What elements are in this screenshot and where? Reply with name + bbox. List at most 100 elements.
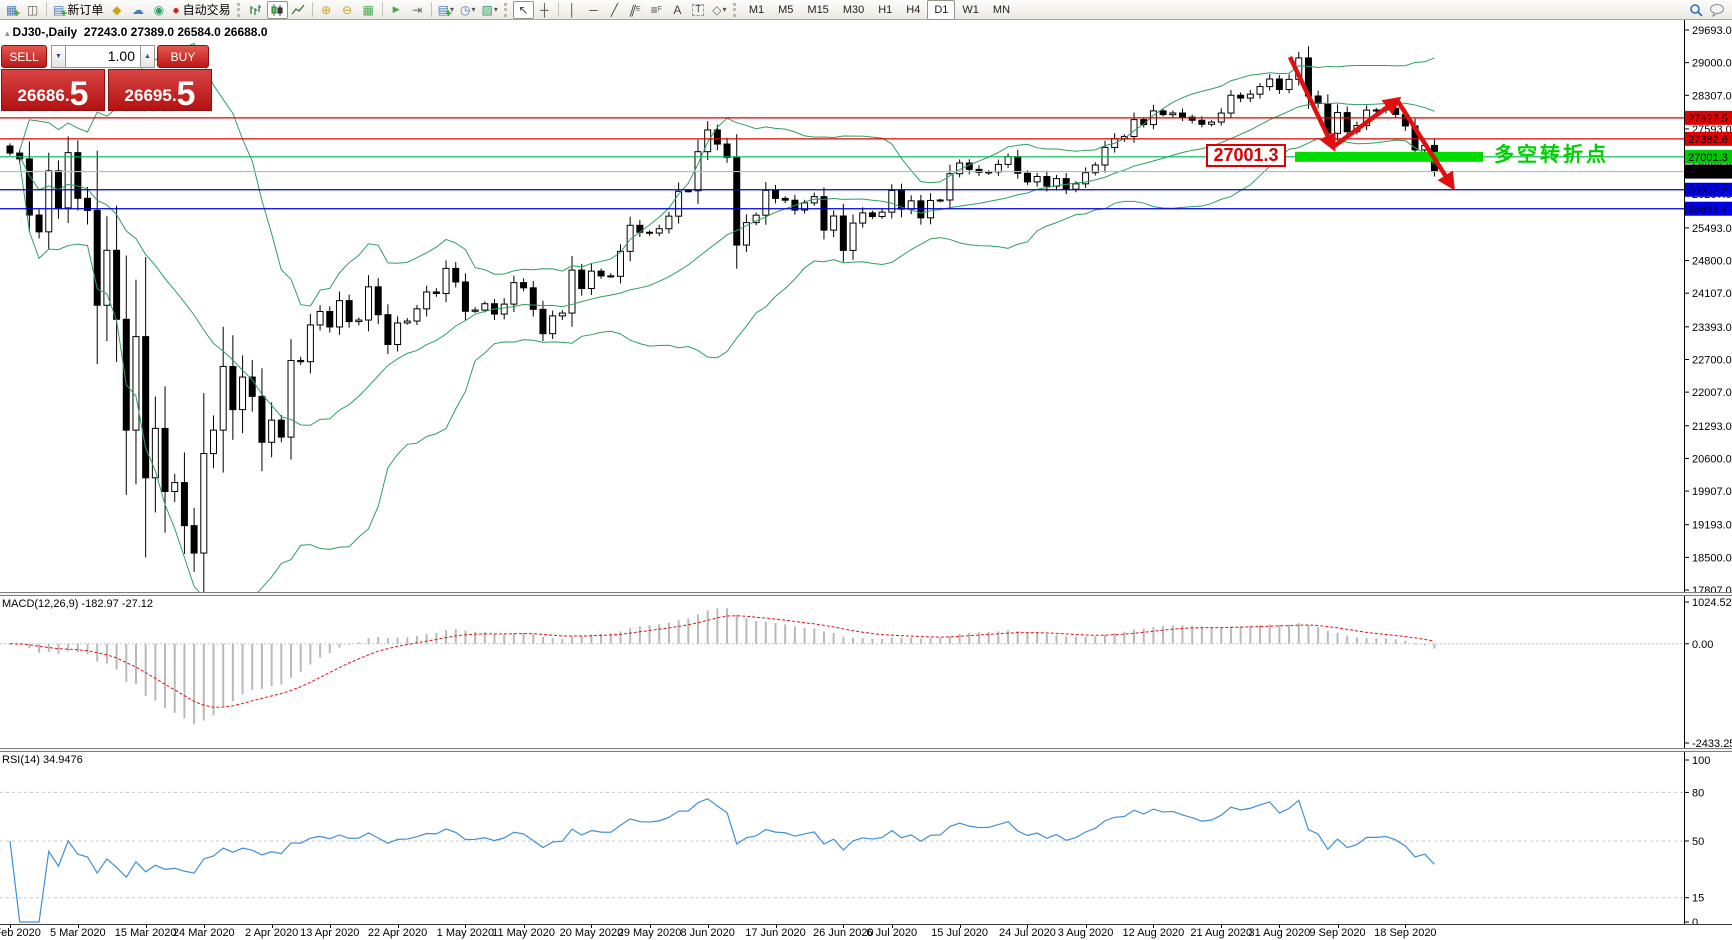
chinese-annotation[interactable]: 多空转折点 [1494,144,1609,166]
new-chart-button[interactable]: ▦ [1,1,22,20]
rsi-panel-canvas[interactable]: 100 80 50 15 0 [0,752,1732,924]
candles [6,46,1438,593]
search-button[interactable] [1685,1,1706,19]
templates-icon: ▨ [481,2,493,17]
fibonacci-button[interactable]: ≡ F [650,2,662,17]
panel-separator[interactable] [0,592,1732,596]
bar-chart-button[interactable] [246,1,267,19]
bid-price-panel[interactable]: 26686. 5 [1,69,105,111]
metaeditor-button[interactable]: ◆ [106,1,127,19]
date-label: 6 Jul 2020 [866,927,918,939]
new-order-button[interactable]: ▤ 新订单 [50,1,106,20]
community-button[interactable]: ☁ [127,1,148,19]
ohlc-close: 26688.0 [224,25,268,39]
chart-shift-button[interactable]: ⇥ [407,1,428,19]
horizontal-level-lines[interactable] [0,117,1684,210]
timeframe-w1[interactable]: W1 [962,3,979,16]
svg-text:0: 0 [1692,917,1698,924]
signals-icon: ◉ [153,2,165,17]
timeframe-m30[interactable]: M30 [842,3,865,16]
date-tick [397,925,399,928]
indicators-icon: ▤ [438,4,453,20]
svg-text:50: 50 [1692,836,1704,848]
separator [46,2,47,17]
zoom-in-button[interactable]: ⊕ [316,1,337,19]
periods-button[interactable]: ◷ ▾ [457,1,479,19]
chart-shift-icon: ⇥ [412,2,423,17]
toolbar-drag-handle[interactable] [732,2,739,17]
volume-input[interactable]: 1.00 [66,45,140,68]
date-tick [891,925,893,928]
text-tool-button[interactable]: A [667,1,688,19]
chart-title: ▴ DJ30-,Daily 27243.0 27389.0 26584.0 266… [5,25,268,39]
buy-button[interactable]: BUY [157,45,209,68]
date-label: 8 Jun 2020 [680,927,735,939]
cursor-icon: ↖ [518,2,529,17]
timeframe-d1[interactable]: D1 [927,0,956,20]
main-chart-canvas[interactable]: 29693.029000.028307.027593.026900.026207… [0,20,1732,593]
toolbar-drag-handle[interactable] [236,2,243,17]
new-order-icon: ▤ [53,4,68,20]
templates-button[interactable]: ▨ ▾ [478,1,500,19]
svg-text:25899.7: 25899.7 [1688,204,1728,216]
macd-panel-canvas[interactable]: 1024.52 0.00 -2433.25 [0,596,1732,748]
line-chart-button[interactable] [288,1,309,19]
shapes-button[interactable]: ◇ ▾ [709,1,730,19]
timeframe-m5[interactable]: M5 [778,3,794,16]
tile-windows-button[interactable]: ▦ [358,1,379,19]
bid-big-digit: 5 [69,74,89,113]
rsi-name: RSI(14) [2,754,40,766]
green-support-bar[interactable] [1295,151,1483,162]
crosshair-button[interactable]: ┼ [534,1,555,19]
text-label-button[interactable]: T [688,1,709,19]
red-trend-arrows[interactable] [1287,56,1455,191]
volume-up-button[interactable]: ▲ [140,45,155,68]
date-label: 21 Aug 2020 [1190,927,1253,939]
ohlc-open: 27243.0 [83,25,128,39]
auto-scroll-button[interactable]: ▶ [386,1,407,19]
trendline-button[interactable]: ╱ [604,1,625,19]
signals-button[interactable]: ◉ [148,1,169,19]
date-tick [329,925,331,928]
date-tick [775,925,777,928]
svg-text:80: 80 [1692,787,1704,799]
volume-down-button[interactable]: ▼ [51,45,66,68]
svg-text:29000.0: 29000.0 [1692,58,1732,70]
dropdown-arrow-icon: ▾ [493,5,498,14]
timeframe-h4[interactable]: H4 [906,3,921,16]
ask-price-panel[interactable]: 26695. 5 [108,69,212,111]
timeframe-m1[interactable]: M1 [748,3,765,16]
indicators-button[interactable]: ▤▾ [435,1,457,20]
timeframe-mn[interactable]: MN [992,3,1011,16]
date-label: 26 Jun 2020 [813,927,874,939]
zoom-out-button[interactable]: ⊖ [337,1,358,19]
horizontal-line-button[interactable]: ─ [583,1,604,19]
profiles-button[interactable]: ◫ [22,1,43,19]
ohlc-low: 26584.0 [177,25,221,39]
autotrading-button[interactable]: ● 自动交易 [169,1,233,19]
timeframe-m15[interactable]: M15 [807,3,829,16]
cursor-button[interactable]: ↖ [512,0,534,19]
toolbar-drag-handle[interactable] [503,2,510,17]
separator [557,2,559,17]
date-tick [1085,925,1087,928]
candlestick-chart-button[interactable] [266,0,288,19]
channel-button[interactable]: ∥ E [627,2,641,17]
price-line-labels: 27827.5 27382.6 27001.3 26688.0 26302.2 25899… [1685,110,1732,216]
timeframe-h1[interactable]: H1 [878,3,893,16]
dropdown-arrow-icon: ▾ [722,5,727,14]
panel-separator[interactable] [0,748,1732,752]
price-annotation-box[interactable]: 27001.3 [1206,144,1286,167]
svg-text:15: 15 [1692,893,1704,905]
zoom-out-icon: ⊖ [342,2,353,17]
chat-button[interactable] [1706,1,1728,19]
svg-text:27382.6: 27382.6 [1688,134,1728,146]
price-axis[interactable]: 29693.029000.028307.027593.026900.026207… [1684,25,1732,593]
separator [381,2,383,17]
svg-text:17807.0: 17807.0 [1692,585,1732,593]
vertical-line-button[interactable]: │ [562,1,583,19]
sell-button[interactable]: SELL [1,45,47,68]
date-label: 17 Jun 2020 [745,927,806,939]
ask-big-digit: 5 [176,74,196,113]
